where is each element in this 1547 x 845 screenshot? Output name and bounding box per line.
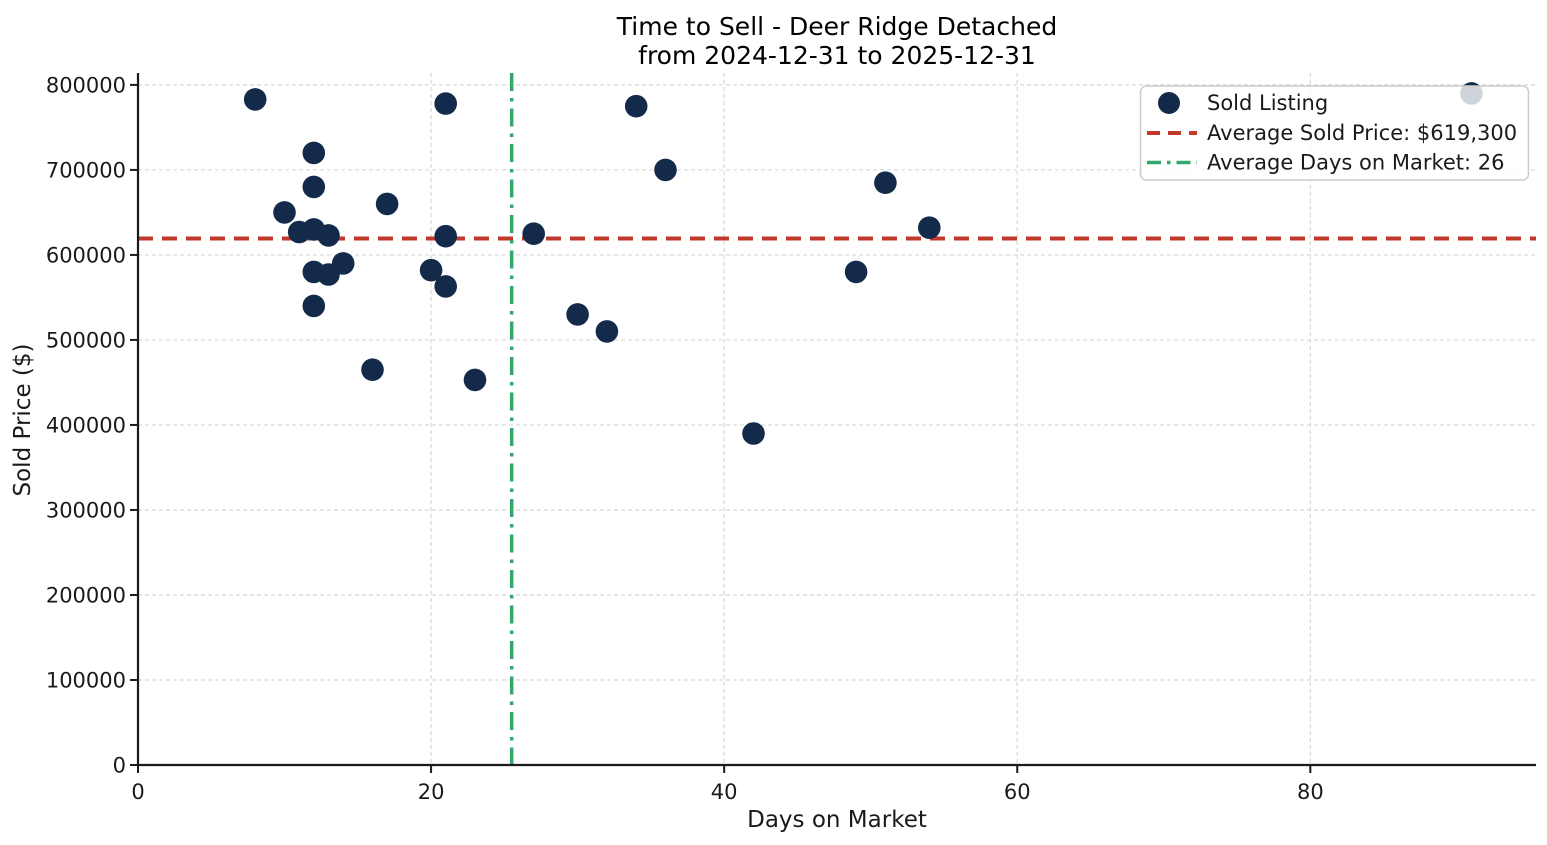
y-tick-label: 800000 bbox=[46, 73, 126, 97]
scatter-point bbox=[375, 192, 399, 216]
scatter-point bbox=[434, 92, 458, 115]
scatter-point bbox=[302, 294, 326, 318]
scatter-point bbox=[331, 252, 355, 275]
scatter-point bbox=[844, 260, 868, 284]
chart-title-line1: Time to Sell - Deer Ridge Detached bbox=[616, 12, 1057, 41]
scatter-point bbox=[302, 141, 326, 165]
x-tick-label: 60 bbox=[1004, 780, 1031, 804]
x-tick-label: 20 bbox=[418, 780, 445, 804]
scatter-point bbox=[434, 224, 458, 248]
y-tick-label: 200000 bbox=[46, 583, 126, 607]
scatter-point bbox=[434, 275, 458, 298]
axes-spines bbox=[136, 73, 1536, 767]
scatter-point bbox=[273, 201, 296, 224]
x-tick-label: 40 bbox=[711, 780, 738, 804]
scatter-point bbox=[624, 94, 648, 118]
y-tick-label: 700000 bbox=[46, 158, 126, 182]
y-tick-label: 100000 bbox=[46, 668, 126, 692]
scatter-point bbox=[595, 320, 619, 343]
scatter-point bbox=[742, 422, 765, 445]
x-tick-label: 80 bbox=[1297, 780, 1324, 804]
y-tick-label: 400000 bbox=[46, 413, 126, 437]
y-axis-label: Sold Price ($) bbox=[10, 344, 36, 497]
x-axis-label: Days on Market bbox=[747, 807, 927, 833]
y-tick-label: 300000 bbox=[46, 498, 126, 522]
x-tick-label: 0 bbox=[131, 780, 144, 804]
legend-label-avg-days: Average Days on Market: 26 bbox=[1207, 151, 1505, 175]
scatter-point bbox=[918, 216, 941, 239]
scatter-point bbox=[654, 158, 677, 182]
y-tick-label: 0 bbox=[113, 754, 126, 778]
scatter-point bbox=[419, 258, 443, 282]
legend-marker-sold-listing bbox=[1158, 92, 1180, 114]
y-tick-label: 500000 bbox=[46, 328, 126, 352]
scatter-point bbox=[522, 222, 545, 245]
scatter-point bbox=[566, 303, 589, 326]
scatter-point bbox=[874, 171, 897, 194]
axis-ticks: 0 20 40 60 80 0 100000 200000 300000 400000 500000… bbox=[46, 73, 1324, 804]
scatter-point bbox=[463, 368, 487, 392]
reference-lines bbox=[138, 73, 1536, 765]
legend: Sold Listing Average Sold Price: $619,30… bbox=[1139, 85, 1530, 181]
scatter-point bbox=[302, 175, 326, 199]
legend-box bbox=[1139, 85, 1530, 181]
scatter-point bbox=[317, 224, 340, 247]
scatter-point bbox=[243, 88, 267, 111]
scatter-points bbox=[243, 82, 1483, 445]
y-tick-label: 600000 bbox=[46, 243, 126, 267]
chart-title-line2: from 2024-12-31 to 2025-12-31 bbox=[638, 41, 1036, 70]
legend-label-sold-listing: Sold Listing bbox=[1207, 91, 1328, 115]
legend-label-avg-price: Average Sold Price: $619,300 bbox=[1207, 121, 1517, 145]
scatter-point bbox=[361, 358, 384, 382]
